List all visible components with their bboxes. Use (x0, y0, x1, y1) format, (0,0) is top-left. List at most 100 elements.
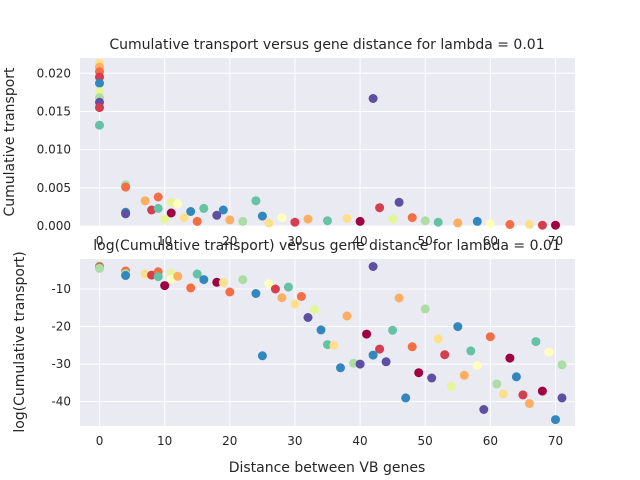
top-data-point (355, 216, 365, 226)
top-x-tick-labels: 0 10 20 30 40 50 60 70 (96, 234, 563, 248)
bottom-data-point (336, 363, 345, 373)
top-y-tick-label: 0.020 (37, 66, 71, 80)
bottom-data-point (329, 340, 339, 350)
top-data-point (303, 214, 313, 224)
bottom-data-point (551, 415, 560, 425)
bottom-data-point (388, 325, 398, 335)
bottom-data-point (524, 399, 534, 408)
bottom-x-tick-label: 60 (483, 434, 498, 448)
bottom-data-point (121, 271, 131, 280)
top-x-tick-label: 60 (483, 234, 498, 248)
top-data-point (153, 192, 163, 202)
bottom-data-point (479, 405, 489, 414)
top-data-point (505, 220, 515, 229)
top-x-tick-label: 40 (352, 234, 367, 248)
bottom-data-point (472, 361, 482, 371)
bottom-data-point (433, 334, 443, 344)
top-data-point (121, 209, 131, 219)
top-data-point (257, 211, 267, 221)
top-data-point (153, 203, 163, 213)
bottom-data-point (381, 357, 391, 367)
top-data-point (140, 196, 150, 206)
bottom-data-point (544, 347, 554, 357)
bottom-data-point (394, 293, 404, 303)
bottom-data-point (420, 304, 430, 314)
bottom-data-point (466, 346, 476, 356)
top-data-point (420, 216, 430, 226)
bottom-data-point (355, 359, 365, 369)
bottom-data-point (453, 322, 463, 332)
top-data-point (407, 213, 417, 223)
bottom-data-point (446, 382, 456, 392)
top-data-point (551, 220, 560, 230)
bottom-data-point (303, 313, 313, 322)
top-data-point (166, 208, 176, 218)
bottom-x-tick-label: 30 (287, 434, 302, 448)
bottom-chart-panel: 0 10 20 30 40 50 60 70 -10 -20 -30 -40 log(Cumulat… (12, 238, 575, 476)
top-data-point (323, 216, 332, 226)
bottom-data-point (173, 271, 183, 281)
top-y-tick-labels: 0.000 0.005 0.010 0.015 0.020 (37, 66, 71, 233)
top-chart-title: Cumulative transport versus gene distanc… (109, 37, 544, 53)
bottom-x-tick-labels: 0 10 20 30 40 50 60 70 (96, 434, 563, 448)
top-data-point (173, 199, 183, 209)
top-data-point (212, 210, 222, 220)
top-data-point (485, 219, 495, 229)
bottom-data-point (153, 272, 163, 282)
top-x-tick-label: 50 (418, 234, 433, 248)
top-data-point (388, 214, 398, 224)
bottom-data-point (531, 337, 541, 347)
top-chart-panel: 0 10 20 30 40 50 60 70 0.000 0.005 0.010 0.015 0.02… (2, 37, 575, 248)
bottom-data-point (459, 370, 469, 380)
bottom-data-point (485, 332, 495, 342)
top-data-point (179, 213, 189, 223)
bottom-data-point (375, 344, 385, 354)
bottom-data-point (310, 305, 319, 315)
top-data-point (290, 217, 300, 227)
bottom-data-point (557, 360, 567, 370)
bottom-data-point (225, 287, 235, 297)
bottom-x-tick-label: 10 (157, 434, 172, 448)
bottom-data-point (427, 373, 437, 383)
bottom-data-point (277, 293, 287, 303)
bottom-data-point (511, 372, 521, 382)
top-data-point (160, 214, 170, 224)
top-y-tick-label: 0.005 (37, 181, 71, 195)
bottom-y-tick-label: -30 (51, 357, 71, 371)
top-x-tick-label: 70 (548, 234, 563, 248)
bottom-data-point (368, 262, 378, 271)
bottom-x-axis-label: Distance between VB genes (229, 460, 426, 476)
bottom-y-tick-label: -10 (51, 282, 71, 296)
bottom-data-point (342, 311, 352, 321)
top-y-tick-label: 0.000 (37, 219, 71, 233)
bottom-data-point (218, 278, 228, 288)
bottom-data-point (296, 292, 306, 301)
top-data-point (95, 78, 104, 88)
bottom-x-tick-label: 70 (548, 434, 563, 448)
top-data-point (368, 94, 378, 103)
bottom-data-point (537, 386, 547, 396)
top-plot-area (80, 58, 575, 226)
bottom-x-tick-label: 40 (352, 434, 367, 448)
top-data-point (121, 182, 131, 192)
bottom-data-point (368, 350, 378, 360)
top-y-tick-label: 0.010 (37, 143, 71, 157)
top-x-tick-label: 0 (96, 234, 104, 248)
bottom-data-point (498, 389, 508, 399)
bottom-data-point (212, 277, 222, 287)
top-data-point (251, 196, 261, 206)
top-data-point (264, 218, 274, 228)
bottom-data-point (362, 329, 372, 339)
bottom-data-point (95, 263, 104, 273)
bottom-data-point (192, 269, 202, 279)
top-data-point (472, 216, 482, 226)
top-data-point (394, 197, 404, 207)
bottom-data-point (199, 275, 209, 285)
bottom-data-point (270, 284, 280, 294)
top-data-point (277, 213, 287, 223)
bottom-data-point (251, 289, 261, 298)
top-y-tick-label: 0.015 (37, 104, 71, 118)
bottom-x-tick-label: 20 (222, 434, 237, 448)
bottom-data-point (518, 390, 528, 400)
bottom-data-point (316, 325, 326, 335)
